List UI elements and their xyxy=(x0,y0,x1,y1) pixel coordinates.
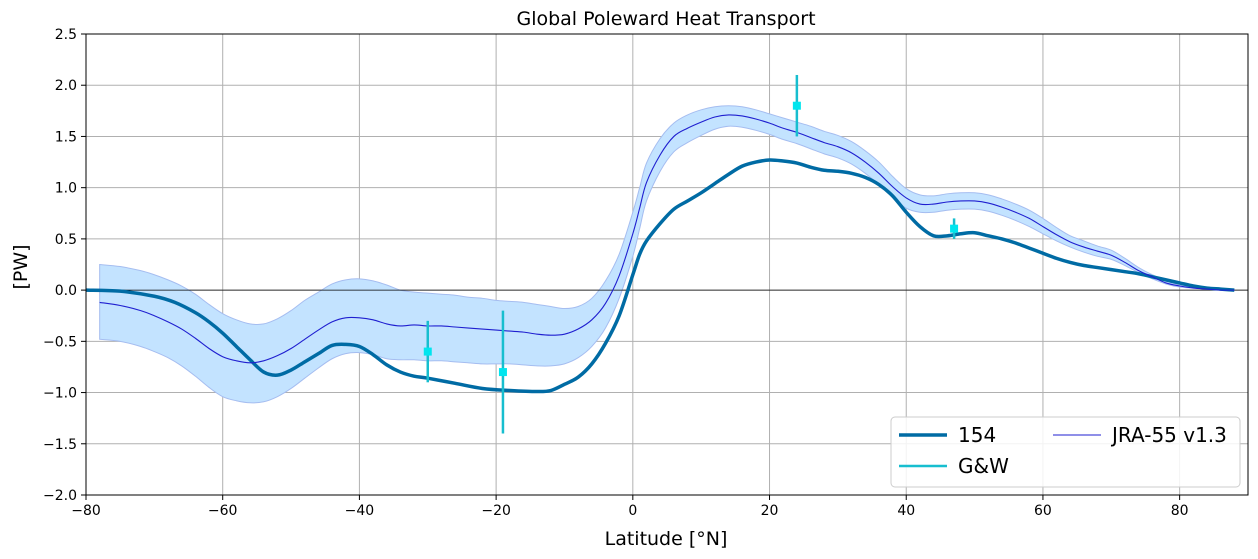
gw-point-marker xyxy=(423,347,432,356)
y-axis-label: [PW] xyxy=(10,244,32,289)
x-tick-label: 60 xyxy=(1034,503,1052,519)
y-tick-label: 0.0 xyxy=(55,283,77,299)
y-tick-label: −1.5 xyxy=(43,437,77,453)
gw-point-marker xyxy=(950,224,959,233)
y-tick-label: 2.0 xyxy=(55,78,77,94)
legend-label: G&W xyxy=(958,454,1009,478)
x-tick-label: −20 xyxy=(481,503,511,519)
x-tick-label: 20 xyxy=(761,503,779,519)
x-tick-label: 80 xyxy=(1171,503,1189,519)
x-tick-label: 40 xyxy=(897,503,915,519)
y-tick-label: 2.5 xyxy=(55,27,77,43)
gw-error-bars xyxy=(423,74,959,434)
gw-point-marker xyxy=(792,101,801,110)
x-tick-label: −80 xyxy=(71,503,101,519)
legend: 154 G&W JRA-55 v1.3 xyxy=(890,416,1241,488)
y-tick-label: −0.5 xyxy=(43,334,77,350)
y-tick-label: −1.0 xyxy=(43,386,77,402)
legend-label: JRA-55 v1.3 xyxy=(1110,423,1227,447)
legend-box xyxy=(890,416,1241,488)
y-axis-ticks: −2.0 −1.5 −1.0 −0.5 0.0 0.5 1.0 1.5 2.0 2.5 xyxy=(43,27,86,504)
y-tick-label: −2.0 xyxy=(43,488,77,504)
y-tick-label: 1.5 xyxy=(55,129,77,145)
gw-point-marker xyxy=(498,368,507,377)
x-axis-label: Latitude [°N] xyxy=(605,528,728,550)
data-series-lines xyxy=(85,114,1235,394)
chart-title: Global Poleward Heat Transport xyxy=(516,8,815,30)
series-jra55-line xyxy=(99,114,1235,364)
legend-label: 154 xyxy=(958,423,996,447)
x-tick-label: −40 xyxy=(345,503,375,519)
y-tick-label: 1.0 xyxy=(55,181,77,197)
series-154-line xyxy=(85,158,1235,394)
x-tick-label: 0 xyxy=(628,503,637,519)
x-axis-ticks: −80 −60 −40 −20 0 20 40 60 80 xyxy=(71,495,1189,519)
y-tick-label: 0.5 xyxy=(55,232,77,248)
x-tick-label: −60 xyxy=(208,503,238,519)
plot-frame xyxy=(85,33,1249,496)
